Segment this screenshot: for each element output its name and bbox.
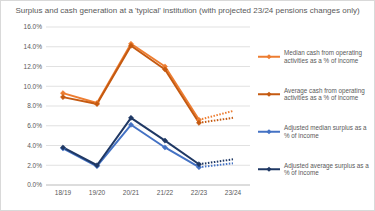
series-line <box>199 159 233 164</box>
chart: Surplus and cash generation at a 'typica… <box>0 0 375 211</box>
marker <box>196 120 201 125</box>
marker <box>128 122 133 127</box>
title: Surplus and cash generation at a 'typica… <box>15 6 359 15</box>
series-line <box>199 118 233 123</box>
y-tick-label: 6.0% <box>27 122 42 129</box>
grid-line <box>46 125 250 126</box>
marker <box>94 163 99 168</box>
series-line <box>63 44 199 120</box>
marker <box>94 100 99 105</box>
x-tick-label: 22/23 <box>191 189 208 196</box>
legend-marker <box>266 167 271 172</box>
x-tick-label: 19/20 <box>89 189 106 196</box>
y-tick-label: 14.0% <box>24 43 43 50</box>
grid-line <box>46 27 250 28</box>
marker <box>162 67 167 72</box>
series-line <box>63 118 199 165</box>
legend-line: activities as a % of income <box>284 57 359 64</box>
grid-line <box>46 165 250 166</box>
grid-line <box>46 86 250 87</box>
legend-line: activities as a % of income <box>284 94 359 101</box>
y-tick-label: 0.0% <box>27 181 42 188</box>
grid-line <box>46 185 250 186</box>
x-tick-label: 21/22 <box>157 189 174 196</box>
grid-line <box>46 106 250 107</box>
plot-area <box>60 41 233 170</box>
marker <box>128 43 133 48</box>
x-tick-label: 20/21 <box>123 189 140 196</box>
y-tick-label: 12.0% <box>24 63 43 70</box>
legend-label: Adjusted median surplus as a% of income <box>284 124 367 139</box>
legend-marker <box>266 92 271 97</box>
y-tick-label: 4.0% <box>27 142 42 149</box>
marker <box>60 95 65 100</box>
marker <box>162 145 167 150</box>
page: {"chart_data": {"type": "line", "title":… <box>0 0 375 211</box>
legend-label: Median cash from operatingactivities as … <box>284 49 363 64</box>
y-tick-label: 10.0% <box>24 83 43 90</box>
legend-line: % of income <box>284 132 319 139</box>
legend-line: % of income <box>284 169 319 176</box>
marker <box>162 138 167 143</box>
x-tick-label: 23/24 <box>225 189 242 196</box>
y-tick-label: 2.0% <box>27 162 42 169</box>
series-line <box>63 46 199 123</box>
y-tick-label: 16.0% <box>24 23 43 30</box>
chart-frame <box>1 1 375 211</box>
legend-label: Average cash from operatingactivities as… <box>284 87 365 102</box>
legend-marker <box>266 129 271 134</box>
marker <box>94 101 99 106</box>
legend-marker <box>266 54 271 59</box>
y-tick-label: 8.0% <box>27 102 42 109</box>
x-axis <box>46 185 250 186</box>
marker <box>196 162 201 167</box>
marker <box>60 146 65 151</box>
series-line <box>199 111 233 120</box>
series-line <box>199 163 233 167</box>
grid-line <box>46 46 250 47</box>
series-line <box>63 125 199 167</box>
legend-label: Adjusted average surplus as a% of income <box>284 162 369 177</box>
marker <box>94 164 99 169</box>
marker <box>60 145 65 150</box>
marker <box>128 115 133 120</box>
x-tick-label: 18/19 <box>55 189 72 196</box>
grid-line <box>46 145 250 146</box>
grid-line <box>46 66 250 67</box>
